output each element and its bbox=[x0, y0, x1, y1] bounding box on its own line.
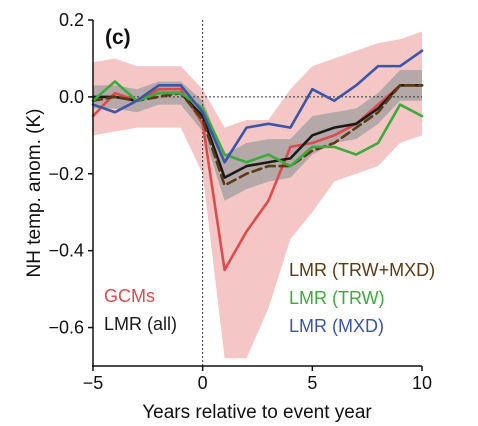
y-tick-label: −0.2 bbox=[48, 164, 84, 184]
uncertainty-bands bbox=[93, 31, 422, 359]
series-line-gcms bbox=[91, 84, 424, 272]
legend-item-lmr-all: LMR (all) bbox=[104, 314, 177, 334]
band-lmr-all bbox=[93, 69, 422, 201]
legend-item-lmr-trw-mxd: LMR (TRW+MXD) bbox=[289, 260, 435, 280]
ticks: −5 0 5 10 −0.6 −0.4 −0.2 0.0 0.2 bbox=[48, 10, 432, 393]
axes bbox=[92, 20, 422, 367]
series-line-lmr-trw-mxd bbox=[91, 84, 424, 187]
panel-label: (c) bbox=[105, 26, 131, 49]
x-tick-label: −5 bbox=[83, 373, 104, 393]
series-line-lmr-trw bbox=[91, 80, 424, 168]
x-tick-label: 10 bbox=[412, 373, 432, 393]
y-tick-label: 0.0 bbox=[59, 87, 84, 107]
y-tick-label: 0.2 bbox=[59, 10, 84, 30]
x-axis-label: Years relative to event year bbox=[142, 402, 372, 423]
x-tick-label: 5 bbox=[307, 373, 317, 393]
y-tick-label: −0.6 bbox=[48, 318, 84, 338]
series-lines bbox=[91, 49, 424, 272]
legend-item-gcms: GCMs bbox=[104, 286, 155, 306]
y-axis-label: NH temp. anom. (K) bbox=[24, 109, 45, 278]
legend-item-lmr-mxd: LMR (MXD) bbox=[289, 316, 384, 336]
reference-lines bbox=[93, 20, 422, 366]
y-tick-label: −0.4 bbox=[48, 241, 84, 261]
band-gcms bbox=[93, 31, 422, 359]
series-line-lmr-mxd bbox=[91, 49, 424, 164]
legend-item-lmr-trw: LMR (TRW) bbox=[289, 288, 385, 308]
x-tick-label: 0 bbox=[198, 373, 208, 393]
